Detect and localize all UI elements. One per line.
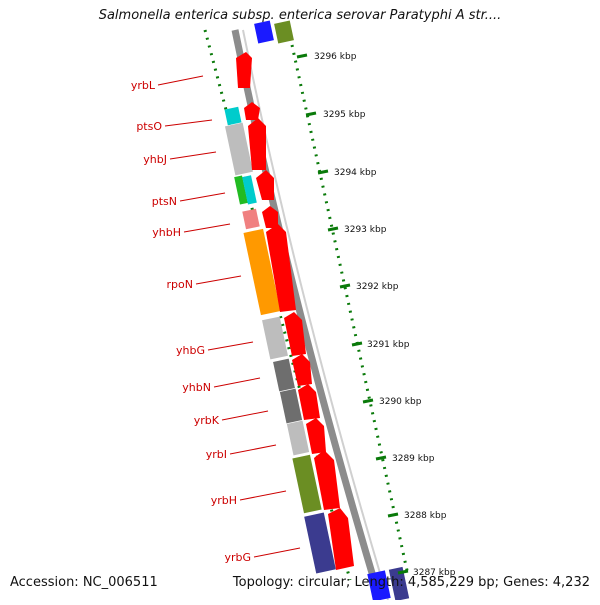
tick-label: 3294 kbp — [334, 168, 377, 178]
bottom-blue-feature — [367, 570, 391, 602]
tick-label: 3289 kbp — [392, 454, 435, 464]
gene-label: yhbH — [152, 226, 181, 239]
tick-label: 3288 kbp — [404, 511, 447, 521]
gene-label: yhbN — [182, 381, 211, 394]
map-title: Salmonella enterica subsp. enterica sero… — [98, 8, 502, 23]
leader-lines — [157, 75, 301, 558]
tick-label: 3287 kbp — [413, 568, 456, 578]
tick-label: 3293 kbp — [344, 225, 387, 235]
tick-label: 3295 kbp — [323, 110, 366, 120]
tick-label: 3290 kbp — [379, 397, 422, 407]
cog-blocks — [224, 106, 336, 574]
genome-backbone-shadow — [242, 29, 389, 601]
gene-label: yrbH — [211, 494, 237, 507]
gene-label: rpoN — [167, 278, 193, 291]
top-blue-feature — [254, 20, 274, 44]
tick-label: 3292 kbp — [356, 282, 399, 292]
gene-arrows — [236, 52, 354, 570]
gene-label: yrbK — [194, 414, 220, 427]
gene-label: yrbG — [224, 551, 251, 564]
gene-label: ptsO — [136, 120, 162, 133]
top-olive-feature — [274, 20, 294, 44]
gene-label: yhbG — [176, 344, 205, 357]
genome-summary: Topology: circular; Length: 4,585,229 bp… — [232, 575, 590, 590]
gene-label: yrbL — [131, 79, 156, 92]
gene-label: yrbI — [206, 448, 227, 461]
tick-label: 3291 kbp — [367, 340, 410, 350]
accession-label: Accession: NC_006511 — [10, 575, 158, 590]
gene-labels: yrbL ptsO yhbJ ptsN yhbH rpoN yhbG yhbN … — [131, 79, 251, 564]
bottom-navy-feature — [388, 566, 410, 602]
tick-label: 3296 kbp — [314, 52, 357, 62]
tick-marks — [296, 53, 409, 575]
tick-labels: 3296 kbp 3295 kbp 3294 kbp 3293 kbp 3292… — [314, 52, 456, 578]
gene-label: ptsN — [152, 195, 177, 208]
gene-label: yhbJ — [143, 153, 167, 166]
